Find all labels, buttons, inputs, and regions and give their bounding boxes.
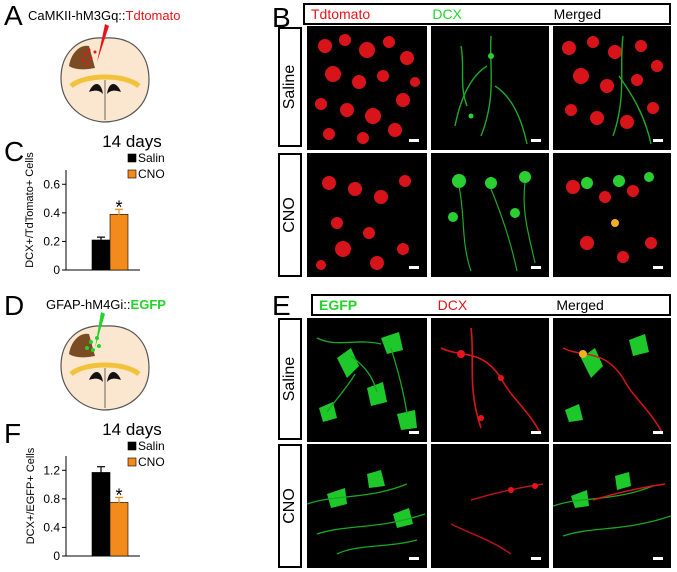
significance-star: * bbox=[115, 197, 122, 217]
y-tick-label: 0.6 bbox=[43, 177, 60, 191]
bar-saline bbox=[91, 472, 111, 557]
y-tick-label: 0.2 bbox=[43, 234, 60, 248]
micrograph-b-saline-dcx bbox=[431, 26, 549, 150]
chart-f-title: 14 days bbox=[102, 420, 162, 439]
legend-swatch-saline bbox=[127, 153, 137, 163]
bar-saline bbox=[91, 239, 111, 271]
legend-label-saline: Saline bbox=[138, 151, 165, 165]
construct-label-top: CaMKII-hM3Gq::Tdtomato bbox=[28, 8, 180, 23]
micrograph-b-saline-merged bbox=[553, 26, 671, 150]
legend-swatch-cno bbox=[127, 457, 137, 467]
construct-prefix: CaMKII-hM3Gq:: bbox=[28, 8, 126, 23]
micrograph-e-cno-merged bbox=[553, 444, 671, 568]
legend-label-cno: CNO bbox=[138, 167, 165, 181]
chart-c: 0 0.2 0.4 0.6 * Saline CNO bbox=[43, 151, 165, 277]
y-tick-label: 0 bbox=[53, 263, 60, 277]
significance-star: * bbox=[115, 485, 122, 505]
micrograph-b-cno-dcx bbox=[431, 153, 549, 277]
header-dcx: DCX bbox=[432, 6, 462, 22]
y-tick-label: 0.4 bbox=[43, 520, 60, 534]
legend-label-saline: Saline bbox=[138, 439, 165, 453]
panel-label-d: D bbox=[4, 290, 25, 321]
micrograph-e-saline-merged bbox=[553, 318, 671, 442]
chart-c-title: 14 days bbox=[102, 132, 162, 151]
panel-b-header: Tdtomato DCX Merged bbox=[303, 3, 671, 25]
header-dcx: DCX bbox=[437, 297, 468, 313]
panel-label-f: F bbox=[4, 418, 22, 449]
header-tdtomato: Tdtomato bbox=[311, 6, 371, 22]
legend-swatch-saline bbox=[127, 441, 137, 451]
bar-cno bbox=[109, 213, 129, 271]
construct-reporter: EGFP bbox=[130, 297, 166, 312]
y-tick-label: 0 bbox=[53, 549, 60, 563]
panel-label-c: C bbox=[4, 136, 25, 167]
panel-label-e: E bbox=[272, 290, 291, 321]
panel-b-row-cno: CNO bbox=[278, 153, 302, 277]
construct-prefix: GFAP-hM4Gi:: bbox=[46, 297, 131, 312]
micrograph-b-cno-tdtomato bbox=[307, 153, 427, 277]
y-tick-label: 0.8 bbox=[43, 492, 60, 506]
micrograph-b-cno-merged bbox=[553, 153, 671, 277]
header-egfp: EGFP bbox=[319, 297, 358, 313]
y-tick-label: 1.2 bbox=[43, 463, 60, 477]
micrograph-e-saline-dcx bbox=[431, 318, 549, 442]
micrograph-e-cno-dcx bbox=[431, 444, 549, 568]
header-merged: Merged bbox=[556, 297, 604, 313]
construct-label-bottom: GFAP-hM4Gi::EGFP bbox=[46, 297, 166, 312]
micrograph-b-saline-tdtomato bbox=[307, 26, 427, 150]
chart-f: 0 0.4 0.8 1.2 * Saline CNO bbox=[43, 439, 165, 563]
header-merged: Merged bbox=[553, 6, 602, 22]
panel-label-a: A bbox=[4, 0, 23, 31]
legend-label-cno: CNO bbox=[138, 455, 165, 469]
panel-e-header: EGFP DCX Merged bbox=[311, 294, 671, 316]
brain-diagram-bottom bbox=[60, 312, 150, 411]
micrograph-e-saline-egfp bbox=[307, 318, 427, 442]
panel-e-row-cno: CNO bbox=[278, 444, 302, 568]
legend-swatch-cno bbox=[127, 169, 137, 179]
brain-diagram-top bbox=[60, 24, 150, 123]
panel-label-b: B bbox=[272, 2, 291, 33]
panel-b-row-saline: Saline bbox=[278, 27, 302, 147]
construct-reporter: Tdtomato bbox=[125, 8, 181, 23]
micrograph-e-cno-egfp bbox=[307, 444, 427, 568]
bar-cno bbox=[109, 502, 129, 557]
y-tick-label: 0.4 bbox=[43, 206, 60, 220]
panel-e-row-saline: Saline bbox=[278, 318, 302, 440]
